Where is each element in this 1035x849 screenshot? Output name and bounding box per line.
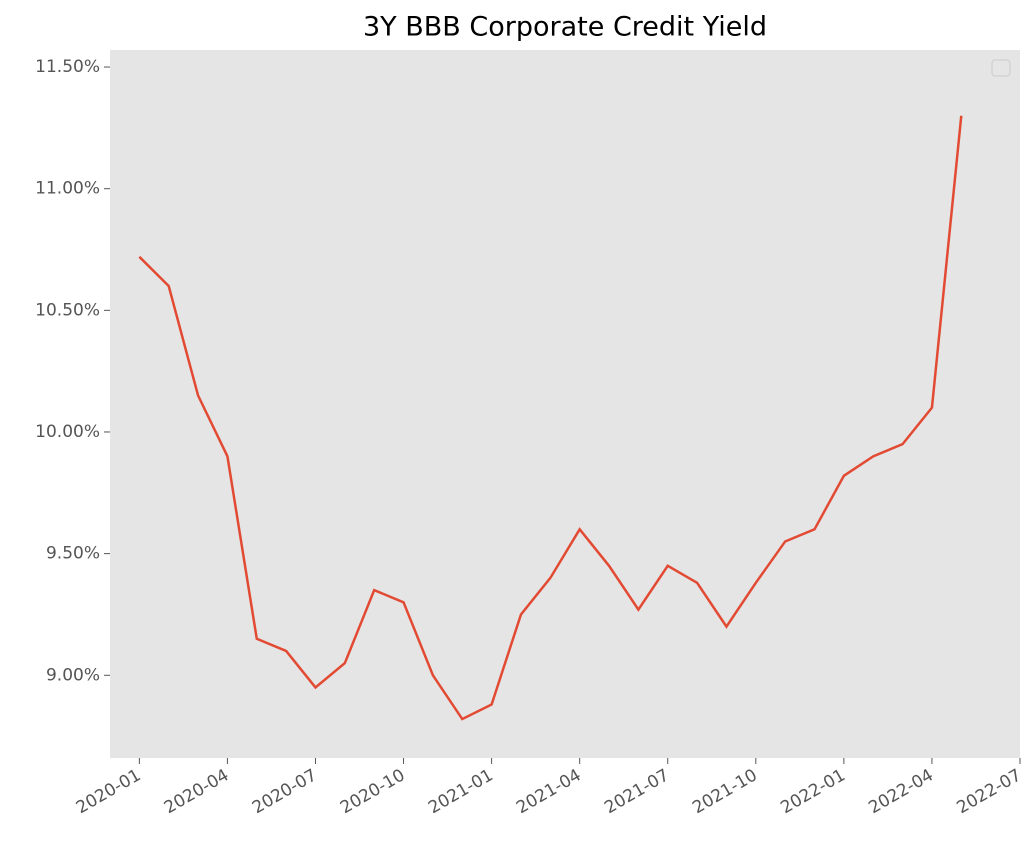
legend-box [991,59,1011,77]
x-tick-label: 2020-01 [73,765,145,818]
y-tick-label: 9.00% [46,665,100,685]
x-tick-label: 2022-04 [865,765,937,818]
y-tick-label: 10.00% [35,422,100,442]
x-tick-label: 2021-10 [689,765,761,818]
y-tick-label: 11.50% [35,57,100,77]
chart-title: 3Y BBB Corporate Credit Yield [363,12,767,43]
x-tick-label: 2022-07 [953,765,1025,818]
x-tick-label: 2021-01 [425,765,497,818]
plot-area [110,50,1020,758]
x-tick-label: 2020-07 [249,765,321,818]
y-tick-label: 9.50% [46,544,100,564]
y-tick-label: 10.50% [35,300,100,320]
y-tick-label: 11.00% [35,179,100,199]
line-series [138,115,963,721]
x-tick-label: 2020-10 [337,765,409,818]
x-tick-label: 2020-04 [161,765,233,818]
x-tick-label: 2022-01 [777,765,849,818]
x-tick-label: 2021-07 [601,765,673,818]
x-tick-label: 2021-04 [513,765,585,818]
